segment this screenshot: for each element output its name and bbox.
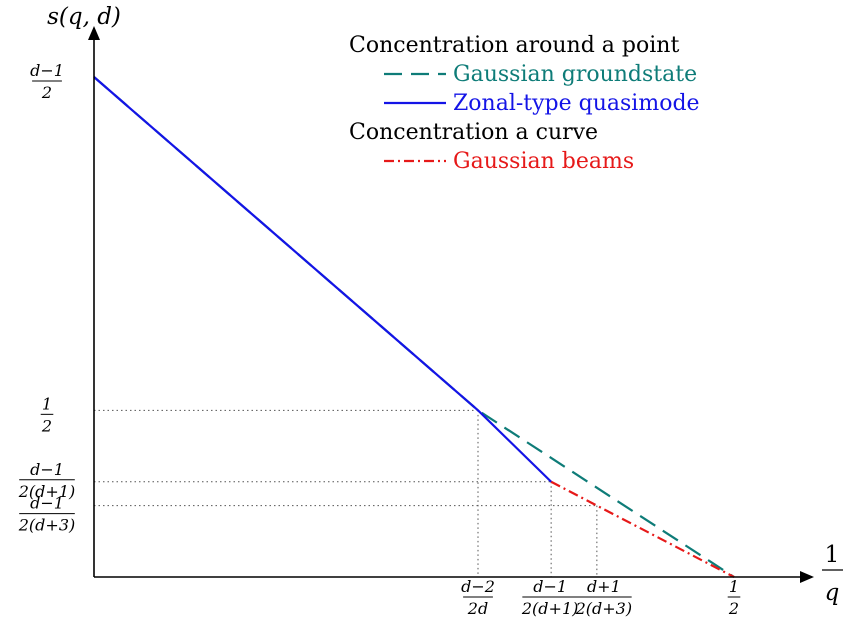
series-line-gaussian-groundstate (93, 76, 735, 578)
y-tick-label-0-denominator: 2 (41, 83, 52, 102)
y-tick-label-1-numerator: 1 (42, 394, 52, 413)
y-tick-label-3-numerator: d−1 (30, 494, 64, 513)
y-tick-label-0: d−12 (30, 61, 64, 102)
x-tick-label-3-numerator: 1 (729, 577, 739, 596)
x-tick-label-2-numerator: d+1 (587, 577, 621, 596)
x-tick-label-1-denominator: 2(d+1) (521, 599, 579, 618)
x-axis-title-denominator: q (825, 580, 840, 606)
series-line-zonal-type-quasimode (93, 76, 552, 483)
legend-entry-0-0: Gaussian groundstate (453, 62, 697, 87)
y-tick-label-1: 12 (40, 394, 54, 435)
y-axis-title: s(q, d) (47, 4, 121, 30)
x-tick-label-3-denominator: 2 (728, 599, 739, 618)
legend-heading-0: Concentration around a point (349, 33, 679, 58)
x-axis-title: 1 q (822, 542, 843, 606)
x-tick-label-1: d−1 2(d+1) (521, 577, 579, 618)
x-tick-label-0: d−22d (461, 577, 495, 618)
series-lines (93, 76, 735, 578)
y-tick-label-3: d−1 2(d+3) (18, 494, 76, 535)
x-tick-label-0-denominator: 2d (467, 599, 488, 618)
x-tick-label-3: 12 (727, 577, 741, 618)
y-tick-label-1-denominator: 2 (41, 416, 52, 435)
y-tick-label-0-numerator: d−1 (30, 61, 64, 80)
y-tick-label-3-denominator: 2(d+3) (18, 516, 76, 535)
series-line-gaussian-beams (550, 480, 735, 578)
x-tick-label-1-numerator: d−1 (533, 577, 567, 596)
legend-entry-1-0: Gaussian beams (453, 149, 634, 174)
legend: Concentration around a point Gaussian gro… (349, 33, 700, 174)
x-axis-title-numerator: 1 (825, 542, 840, 568)
guide-lines (94, 409, 598, 577)
y-tick-label-2-denominator: 2(d+1) (18, 482, 76, 501)
x-tick-label-2: d+1 2(d+3) (575, 577, 633, 618)
x-tick-label-0-numerator: d−2 (461, 577, 495, 596)
y-tick-label-2: d−1 2(d+1) (18, 460, 76, 501)
legend-heading-1: Concentration a curve (349, 120, 598, 145)
x-tick-label-2-denominator: 2(d+3) (575, 599, 633, 618)
y-tick-label-2-numerator: d−1 (30, 460, 64, 479)
legend-entry-0-1: Zonal-type quasimode (453, 91, 700, 116)
